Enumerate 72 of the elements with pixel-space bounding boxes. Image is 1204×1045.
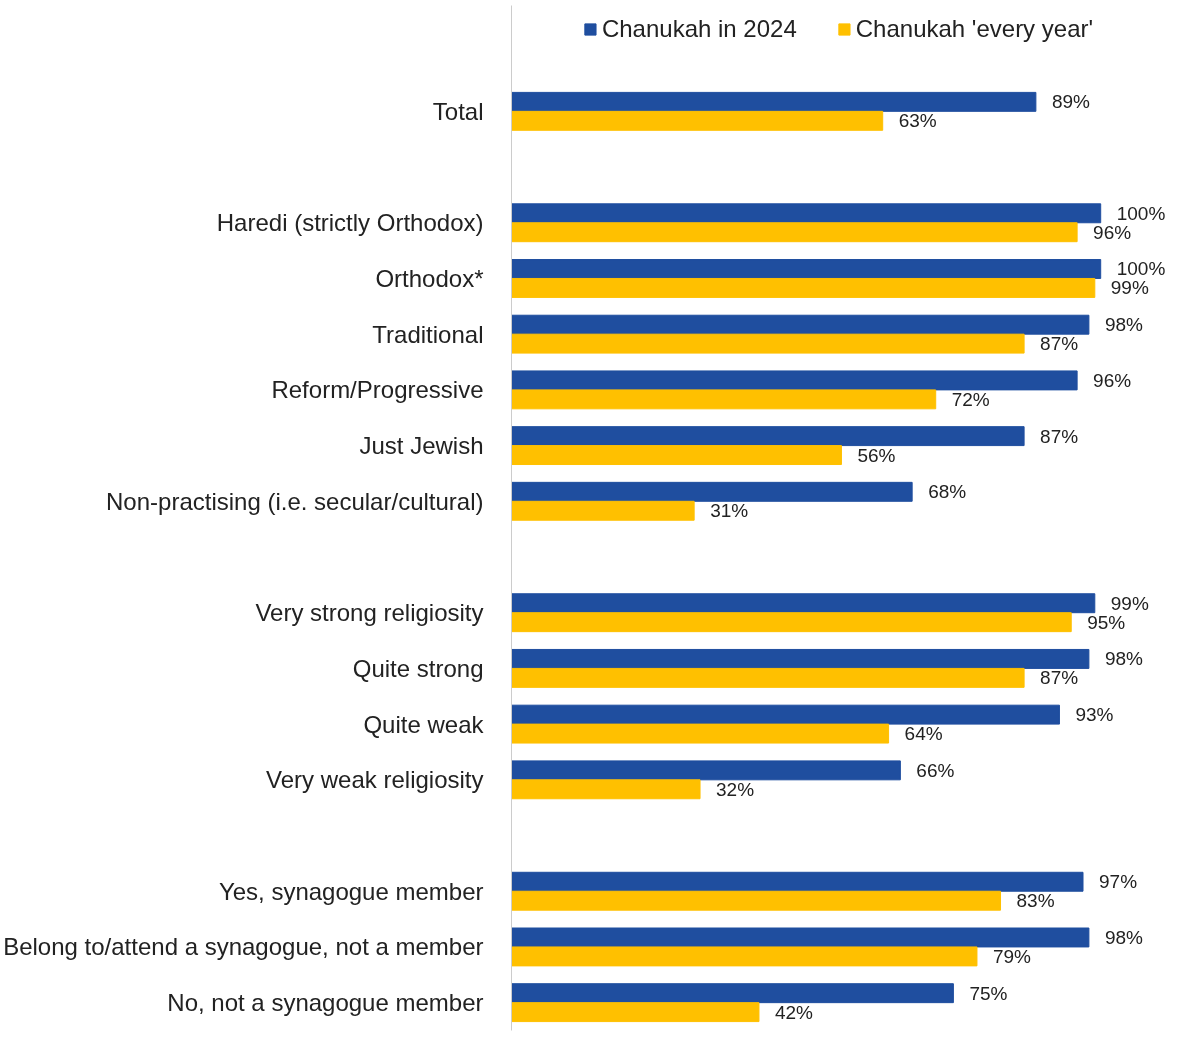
data-label: 98% [1104,648,1144,670]
y-tick-label: No, not a synagogue member [167,989,484,1017]
data-label: 31% [710,500,749,522]
bar [511,110,884,131]
y-tick-label: Traditional [372,320,484,348]
data-label: 98% [1104,926,1144,948]
bar [511,946,978,967]
bar [511,760,901,781]
y-tick-label: Belong to/attend a synagogue, not a member [3,933,484,961]
bar [511,500,695,521]
data-label: 56% [857,444,896,466]
bar [511,481,913,502]
data-label: 96% [1093,369,1132,391]
data-label: 99% [1110,277,1149,299]
bar [511,389,937,410]
data-label: 95% [1087,611,1126,633]
bar [511,890,1002,911]
y-tick-label: Orthodox* [375,264,484,292]
bar [511,277,1096,298]
y-tick-label: Just Jewish [359,432,484,460]
y-tick-label: Haredi (strictly Orthodox) [216,209,484,237]
bar [511,426,1025,447]
bar [511,723,890,744]
bar [511,91,1037,112]
bar [511,983,954,1004]
data-label: 83% [1016,890,1055,912]
y-tick-label: Yes, synagogue member [218,877,484,905]
bar [511,333,1025,354]
bar [511,445,842,466]
bar [511,222,1078,243]
y-tick-label: Quite strong [352,654,484,682]
data-label: 93% [1075,704,1114,726]
data-label: 96% [1093,221,1132,243]
bar [511,203,1102,224]
y-tick-label: Very weak religiosity [266,766,484,794]
data-label: 89% [1051,91,1091,113]
data-label: 97% [1099,871,1138,893]
bar [511,314,1090,335]
data-label: 64% [904,723,943,745]
data-label: 66% [916,759,955,781]
bar [511,871,1084,892]
data-label: 87% [1040,667,1079,689]
y-tick-label: Non-practising (i.e. secular/cultural) [106,487,484,515]
bar [511,648,1090,669]
y-tick-label: Very strong religiosity [255,599,484,627]
legend-label: Chanukah 'every year' [855,15,1094,43]
bar [511,704,1060,725]
bar [511,1002,760,1023]
y-tick-label: Quite weak [363,710,485,738]
data-label: 42% [774,1001,814,1023]
data-label: 79% [992,945,1032,967]
y-tick-label: Total [432,97,484,125]
y-tick-label: Reform/Progressive [271,376,484,404]
bar [511,259,1102,279]
data-label: 32% [716,778,755,800]
data-label: 75% [969,982,1008,1004]
data-label: 87% [1040,425,1079,447]
data-label: 98% [1104,314,1144,336]
bar [511,779,701,800]
legend-label: Chanukah in 2024 [601,15,797,43]
data-label: 100% [1116,258,1166,280]
bar [511,612,1072,633]
bar [511,927,1090,948]
bar [511,593,1096,614]
bar [511,667,1025,688]
data-label: 99% [1110,592,1149,614]
data-label: 100% [1116,202,1166,224]
data-label: 68% [928,481,967,503]
data-label: 63% [898,110,937,132]
data-label: 87% [1040,333,1079,355]
bar [511,370,1078,391]
data-label: 72% [951,388,990,410]
